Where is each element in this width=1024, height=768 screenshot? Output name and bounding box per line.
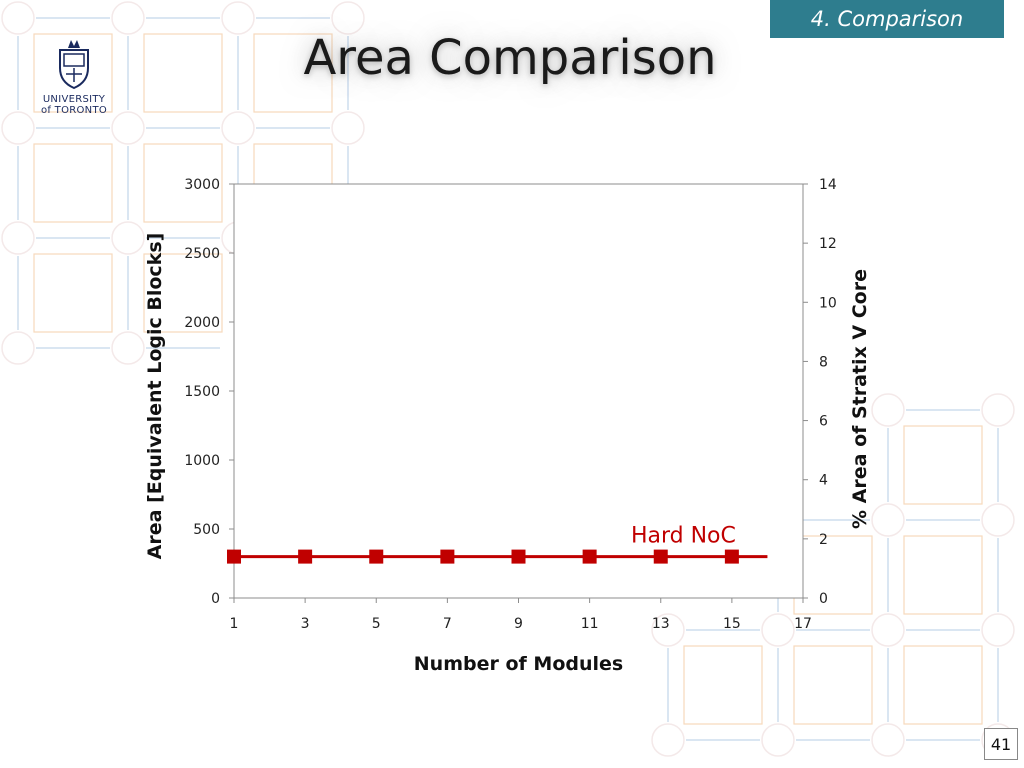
y-tick-label: 1000: [184, 453, 220, 469]
data-point-hard-noc: [227, 549, 241, 564]
x-tick-label: 3: [301, 616, 310, 632]
x-tick-label: 13: [652, 616, 670, 632]
x-tick-label: 1: [230, 616, 239, 632]
x-tick-label: 5: [372, 616, 381, 632]
x-tick-label: 9: [514, 616, 523, 632]
data-point-hard-noc: [369, 549, 384, 564]
grid-node-circle: [651, 613, 685, 647]
data-point-hard-noc: [724, 549, 739, 564]
grid-node-circle: [981, 393, 1015, 427]
grid-node-circle: [111, 1, 145, 35]
y-axis-label: Area [Equivalent Logic Blocks]: [144, 233, 166, 560]
grid-module-box: [33, 33, 113, 113]
y-tick-label: 2000: [184, 315, 220, 331]
y2-tick-label: 6: [819, 414, 828, 430]
grid-module-box: [793, 645, 873, 725]
plot-area: [233, 183, 804, 599]
grid-node-circle: [871, 503, 905, 537]
grid-node-circle: [111, 111, 145, 145]
y2-tick-label: 8: [819, 354, 828, 370]
y2-axis-label: % Area of Stratix V Core: [849, 269, 871, 529]
grid-node-circle: [221, 1, 255, 35]
grid-node-circle: [221, 111, 255, 145]
data-point-hard-noc: [511, 549, 526, 564]
grid-module-box: [143, 33, 223, 113]
grid-node-circle: [871, 723, 905, 757]
grid-module-box: [683, 645, 763, 725]
grid-node-circle: [111, 331, 145, 365]
y-tick-label: 1500: [184, 384, 220, 400]
data-point-hard-noc: [653, 549, 668, 564]
page-number: 41: [984, 728, 1018, 760]
grid-module-box: [143, 253, 223, 333]
section-tag: 4. Comparison: [770, 0, 1004, 38]
y2-tick-label: 12: [819, 236, 837, 252]
x-tick-label: 17: [794, 616, 812, 632]
grid-node-circle: [981, 613, 1015, 647]
x-axis-label: Number of Modules: [414, 653, 623, 675]
y2-tick-label: 14: [819, 177, 837, 193]
grid-node-circle: [1, 331, 35, 365]
y-tick-label: 500: [193, 522, 220, 538]
y2-tick-label: 0: [819, 591, 828, 607]
grid-module-box: [33, 253, 113, 333]
grid-module-box: [903, 535, 983, 615]
grid-module-box: [143, 143, 223, 223]
grid-node-circle: [761, 723, 795, 757]
grid-node-circle: [981, 503, 1015, 537]
logo-text-university: UNIVERSITY: [42, 94, 106, 105]
y-tick-label: 0: [211, 591, 220, 607]
logo-text-toronto: of TORONTO: [40, 105, 108, 116]
data-point-hard-noc: [440, 549, 455, 564]
series-label-hard-noc: Hard NoC: [631, 524, 736, 549]
grid-module-box: [903, 425, 983, 505]
grid-node-circle: [331, 111, 365, 145]
grid-module-box: [253, 33, 333, 113]
grid-node-circle: [871, 393, 905, 427]
grid-node-circle: [1, 111, 35, 145]
grid-node-circle: [331, 1, 365, 35]
grid-module-box: [33, 143, 113, 223]
university-logo: UNIVERSITY of TORONTO: [38, 38, 110, 116]
grid-node-circle: [761, 613, 795, 647]
y-tick-label: 2500: [184, 246, 220, 262]
y2-tick-label: 4: [819, 473, 828, 489]
crest-icon: [59, 40, 89, 90]
grid-module-box: [903, 645, 983, 725]
grid-node-circle: [111, 221, 145, 255]
slide-title: Area Comparison: [303, 30, 717, 86]
y2-tick-label: 10: [819, 295, 837, 311]
grid-node-circle: [1, 221, 35, 255]
y-tick-label: 3000: [184, 177, 220, 193]
x-tick-label: 7: [443, 616, 452, 632]
x-tick-label: 11: [581, 616, 599, 632]
grid-node-circle: [651, 723, 685, 757]
data-point-hard-noc: [582, 549, 597, 564]
data-point-hard-noc: [298, 549, 313, 564]
y2-tick-label: 2: [819, 532, 828, 548]
grid-node-circle: [871, 613, 905, 647]
x-tick-label: 15: [723, 616, 741, 632]
grid-node-circle: [1, 1, 35, 35]
